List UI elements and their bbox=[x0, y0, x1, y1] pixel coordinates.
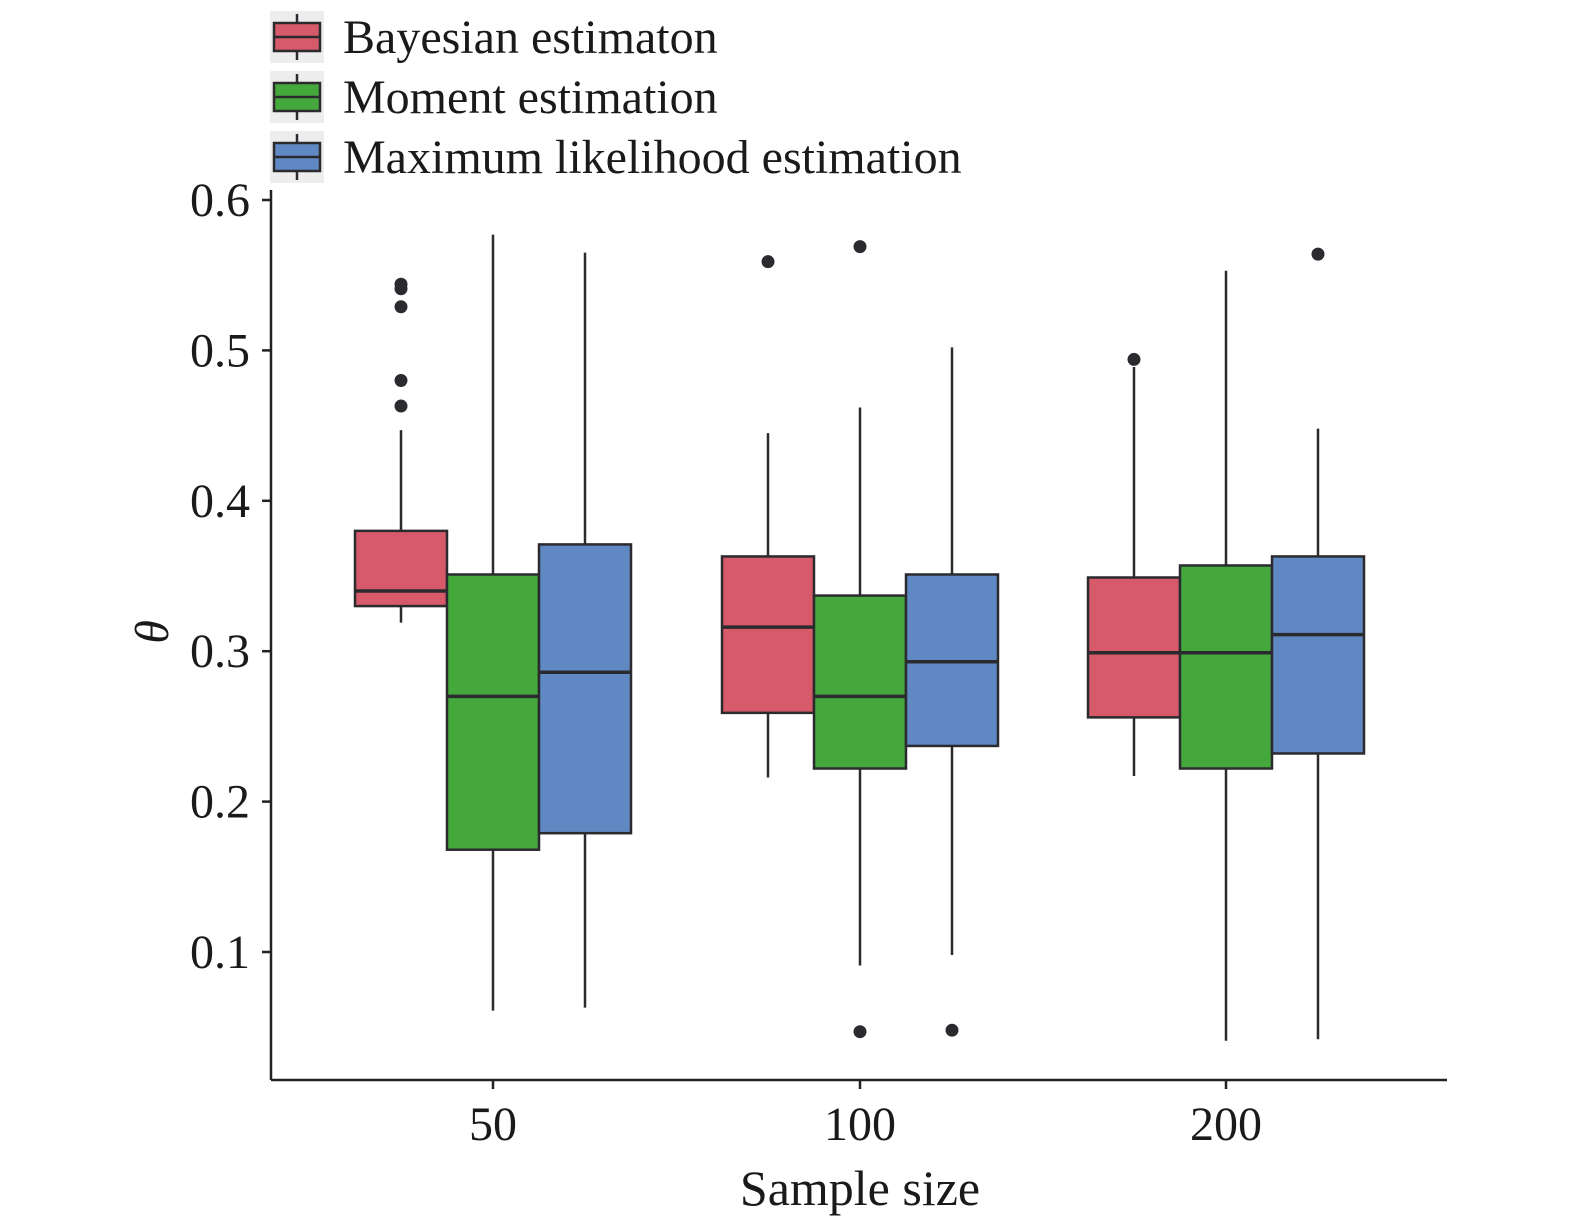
y-tick-label: 0.2 bbox=[190, 776, 250, 829]
outlier-point bbox=[394, 300, 408, 314]
legend-item: Bayesian estimaton bbox=[270, 11, 718, 64]
legend: Bayesian estimaton Moment estimation Maxim… bbox=[270, 11, 962, 184]
outlier-point bbox=[394, 399, 408, 413]
legend-item: Maximum likelihood estimation bbox=[270, 131, 962, 184]
x-ticks: 50 100 200 bbox=[469, 1080, 1262, 1151]
iqr-box bbox=[1270, 555, 1366, 755]
outlier-point bbox=[394, 373, 408, 387]
box-moment-estimation-100 bbox=[812, 240, 908, 1039]
box-maximum-likelihood-estimation-200 bbox=[1270, 247, 1366, 1040]
y-tick-label: 0.3 bbox=[190, 625, 250, 678]
y-axis-label: θ bbox=[126, 620, 179, 644]
iqr-box bbox=[537, 543, 633, 835]
x-tick-label: 200 bbox=[1190, 1098, 1262, 1151]
y-ticks: 0.1 0.2 0.3 0.4 0.5 0.6 bbox=[190, 174, 271, 979]
iqr-box bbox=[720, 555, 816, 715]
box-bayesian-estimaton-50 bbox=[353, 277, 449, 623]
y-tick-label: 0.1 bbox=[190, 926, 250, 979]
box-maximum-likelihood-estimation-50 bbox=[537, 252, 633, 1008]
legend-item: Moment estimation bbox=[270, 71, 718, 124]
outlier-point bbox=[761, 255, 775, 269]
legend-label: Moment estimation bbox=[343, 71, 718, 124]
outlier-point bbox=[1311, 247, 1325, 261]
iqr-box bbox=[353, 529, 449, 608]
y-tick-label: 0.4 bbox=[190, 475, 250, 528]
x-tick-label: 50 bbox=[469, 1098, 517, 1151]
outlier-point bbox=[1127, 352, 1141, 366]
x-tick-label: 100 bbox=[824, 1098, 896, 1151]
legend-label: Bayesian estimaton bbox=[343, 11, 718, 64]
box-maximum-likelihood-estimation-100 bbox=[904, 347, 1000, 1037]
iqr-box bbox=[1178, 564, 1274, 770]
y-tick-label: 0.5 bbox=[190, 324, 250, 377]
outlier-point bbox=[394, 282, 408, 296]
iqr-box bbox=[812, 594, 908, 770]
outlier-point bbox=[853, 240, 867, 254]
iqr-box bbox=[1086, 576, 1182, 719]
boxes bbox=[353, 234, 1366, 1041]
y-tick-label: 0.6 bbox=[190, 174, 250, 227]
box-bayesian-estimaton-100 bbox=[720, 255, 816, 778]
outlier-point bbox=[945, 1023, 959, 1037]
legend-label: Maximum likelihood estimation bbox=[343, 131, 962, 184]
box-moment-estimation-200 bbox=[1178, 270, 1274, 1041]
iqr-box bbox=[445, 573, 541, 851]
x-axis-label: Sample size bbox=[740, 1160, 980, 1216]
box-bayesian-estimaton-200 bbox=[1086, 352, 1182, 777]
outlier-point bbox=[853, 1025, 867, 1039]
box-moment-estimation-50 bbox=[445, 234, 541, 1011]
